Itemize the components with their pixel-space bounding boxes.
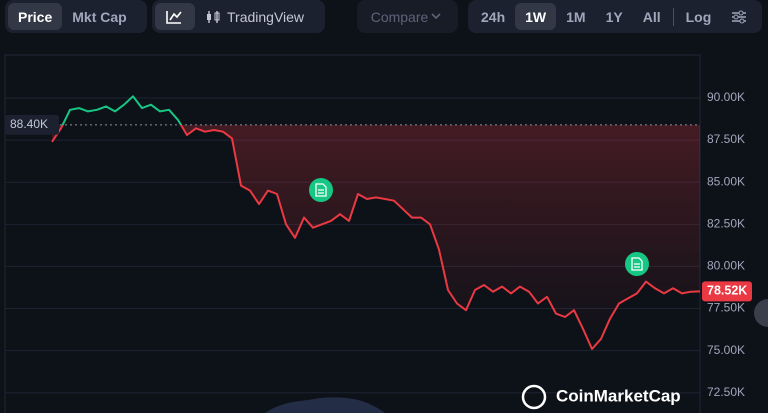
range-toggle: 24h 1W 1M 1Y All Log	[468, 0, 762, 33]
candle-icon	[207, 10, 220, 23]
watermark-text: CoinMarketCap	[556, 386, 681, 405]
y-tick-label: 72.50K	[707, 385, 745, 399]
price-area	[52, 124, 700, 349]
scroll-handle[interactable]	[754, 299, 768, 327]
line-chart-button[interactable]	[155, 3, 195, 30]
volume-shape	[265, 397, 385, 413]
tradingview-label: TradingView	[227, 8, 305, 25]
settings-icon	[732, 10, 747, 23]
chevron	[431, 12, 441, 19]
news-marker[interactable]	[309, 178, 333, 202]
tradingview-button[interactable]: TradingView	[195, 3, 314, 30]
range-button[interactable]: All	[642, 8, 661, 25]
y-tick-label: 85.00K	[707, 174, 745, 188]
price-line	[51, 95, 701, 350]
range-button[interactable]: 1M	[566, 8, 586, 25]
last-price-label: 78.52K	[707, 284, 747, 298]
last-price-marker	[702, 281, 752, 302]
compare-dropdown[interactable]: Compare	[357, 0, 458, 33]
baseline-label: 88.40K	[10, 117, 48, 131]
compare-label: Compare	[370, 8, 429, 25]
y-tick-label: 90.00K	[707, 90, 745, 104]
separator	[672, 7, 674, 26]
log-button[interactable]: Log	[685, 8, 712, 25]
y-tick-label: 77.50K	[707, 301, 745, 315]
baseline-label-bg	[5, 114, 59, 135]
range-button[interactable]: 1W	[515, 3, 557, 30]
y-tick-label: 80.00K	[707, 259, 745, 273]
mkt-cap-button[interactable]: Mkt Cap	[72, 8, 127, 25]
range-button[interactable]: 24h	[481, 8, 506, 25]
range-button[interactable]: 1Y	[605, 8, 623, 25]
y-tick-label: 75.00K	[707, 343, 745, 357]
watermark: CoinMarketCap	[521, 384, 681, 410]
news-marker[interactable]	[625, 252, 649, 276]
line-icon	[166, 10, 182, 24]
metric-toggle: Price Mkt Cap	[5, 0, 147, 33]
y-tick-label: 82.50K	[707, 216, 745, 230]
price-button[interactable]: Price	[8, 3, 63, 30]
settings-button[interactable]	[721, 3, 757, 30]
chart-style-toggle: TradingView	[152, 0, 325, 33]
y-tick-label: 87.50K	[707, 132, 745, 146]
